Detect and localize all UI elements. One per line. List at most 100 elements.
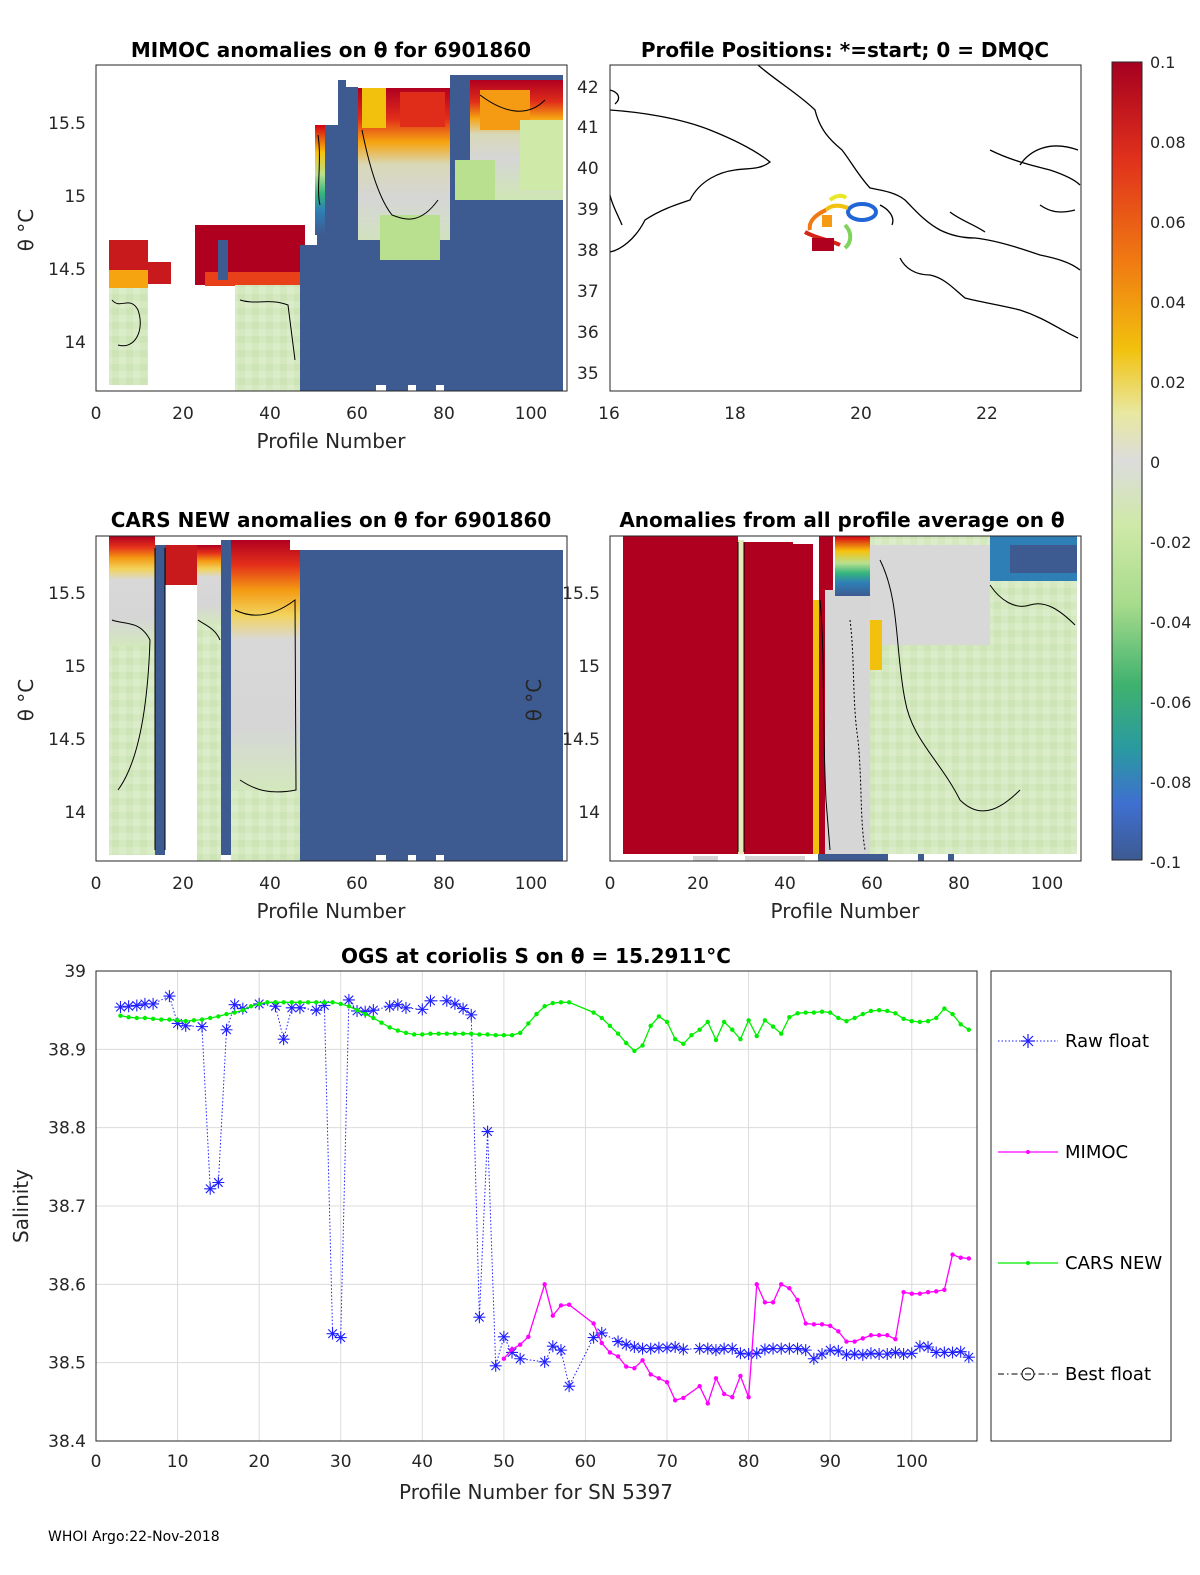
data-point-mimoc <box>795 1297 800 1303</box>
data-point-mimoc <box>876 1333 882 1338</box>
panel3-ytick: 15 <box>64 657 86 677</box>
data-point-raw-float <box>130 999 143 1012</box>
panel4-xtick: 20 <box>687 874 709 894</box>
data-point-mimoc <box>811 1322 817 1327</box>
data-point-raw-float <box>326 1327 339 1340</box>
data-point-mimoc <box>664 1380 670 1385</box>
data-point-cars-new <box>624 1040 629 1046</box>
series-mimoc <box>501 1252 972 1406</box>
panel4-frame <box>609 535 1082 862</box>
data-point-mimoc <box>917 1291 923 1296</box>
salinity-ylabel: Salinity <box>9 1169 33 1243</box>
data-point-cars-new <box>314 1000 319 1005</box>
data-point-mimoc <box>672 1398 678 1403</box>
legend-cars-marker <box>1026 1261 1030 1265</box>
data-point-mimoc <box>509 1347 515 1352</box>
data-point-raw-float <box>489 1359 502 1372</box>
data-point-mimoc <box>827 1323 833 1329</box>
salinity-axes-frame <box>95 970 978 1442</box>
data-point-mimoc <box>738 1373 743 1379</box>
data-point-mimoc <box>787 1286 792 1291</box>
legend-box <box>990 970 1172 1442</box>
data-point-cars-new <box>901 1016 906 1021</box>
panel4-ytick: 15.5 <box>562 584 600 604</box>
data-point-raw-float <box>595 1326 608 1339</box>
data-point-mimoc <box>566 1302 572 1307</box>
data-point-raw-float <box>954 1345 967 1358</box>
panel2-ytick: 39 <box>577 200 599 220</box>
data-point-raw-float <box>563 1380 576 1393</box>
data-point-raw-float <box>196 1020 209 1033</box>
data-point-raw-float <box>228 998 241 1011</box>
salinity-ytick: 38.5 <box>48 1354 86 1374</box>
data-point-cars-new <box>411 1032 417 1037</box>
salinity-xtick: 10 <box>167 1452 189 1472</box>
data-point-raw-float <box>693 1342 706 1355</box>
data-point-raw-float <box>440 994 453 1007</box>
data-point-raw-float <box>220 1023 233 1036</box>
data-point-raw-float <box>204 1182 217 1195</box>
data-point-cars-new <box>738 1036 743 1042</box>
salinity-chart-title: OGS at coriolis S on θ = 15.2911°C <box>341 944 731 968</box>
data-point-raw-float <box>538 1355 551 1368</box>
legend-best-label: Best float <box>1065 1364 1151 1385</box>
data-point-raw-float <box>922 1341 935 1353</box>
panel2-xtick: 18 <box>724 404 746 424</box>
data-point-raw-float <box>473 1311 486 1324</box>
data-point-raw-float <box>212 1176 225 1189</box>
data-point-cars-new <box>934 1015 939 1021</box>
data-point-mimoc <box>542 1282 547 1287</box>
panel3-xtick: 100 <box>515 874 547 894</box>
data-point-cars-new <box>925 1018 931 1024</box>
data-point-raw-float <box>889 1346 902 1359</box>
data-point-mimoc <box>860 1336 865 1341</box>
panel1-ytick: 14 <box>64 333 86 353</box>
data-point-raw-float <box>554 1344 567 1357</box>
legend-raw-label: Raw float <box>1065 1031 1149 1052</box>
colorbar-gradient <box>1111 61 1143 861</box>
panel2-ytick: 40 <box>577 159 599 179</box>
data-point-cars-new <box>542 1004 547 1009</box>
panel2-ytick: 38 <box>577 241 599 261</box>
data-point-raw-float <box>310 1004 323 1017</box>
salinity-gridlines <box>95 970 977 1442</box>
data-point-raw-float <box>758 1343 771 1356</box>
data-point-mimoc <box>681 1395 686 1401</box>
legend-entry-raw-float: Raw float <box>998 1031 1149 1052</box>
panel1-xtick: 60 <box>346 404 368 424</box>
panel1-xtick: 0 <box>91 404 102 424</box>
data-point-raw-float <box>938 1346 951 1359</box>
panel3-xtick: 60 <box>346 874 368 894</box>
panel1-ytick: 15 <box>64 187 86 207</box>
legend-entry-cars-new: CARS NEW <box>998 1253 1162 1274</box>
data-point-raw-float <box>661 1341 674 1354</box>
data-point-mimoc <box>819 1322 825 1327</box>
salinity-series-group <box>114 990 975 1406</box>
series-line-cars-new <box>120 1001 970 1052</box>
data-point-cars-new <box>395 1028 401 1033</box>
salinity-yticks: 39 38.9 38.8 38.7 38.6 38.5 38.4 <box>48 962 86 1452</box>
panel3-ytick: 14 <box>64 803 86 823</box>
legend-mimoc-label: MIMOC <box>1065 1142 1128 1163</box>
panel3-xticks: 0 20 40 60 80 100 <box>91 874 548 894</box>
data-point-cars-new <box>273 1000 278 1005</box>
data-point-raw-float <box>612 1335 625 1348</box>
data-point-cars-new <box>836 1015 841 1021</box>
data-point-mimoc <box>770 1300 776 1305</box>
data-point-cars-new <box>191 1018 197 1023</box>
panel3-heatmap <box>109 536 563 861</box>
salinity-xtick: 30 <box>330 1452 352 1472</box>
colorbar-tick: -0.08 <box>1150 773 1191 792</box>
data-point-raw-float <box>179 1019 192 1032</box>
data-point-raw-float <box>416 1003 429 1016</box>
data-point-raw-float <box>652 1341 665 1354</box>
panel4-xtick: 0 <box>605 874 616 894</box>
data-point-cars-new <box>354 1007 360 1013</box>
salinity-xtick: 60 <box>575 1452 597 1472</box>
data-point-raw-float <box>856 1348 869 1361</box>
panel3-frame <box>95 535 568 862</box>
panel2-ytick: 37 <box>577 282 599 302</box>
data-point-cars-new <box>248 1004 254 1009</box>
data-point-raw-float <box>840 1348 853 1361</box>
data-point-mimoc <box>746 1394 751 1400</box>
